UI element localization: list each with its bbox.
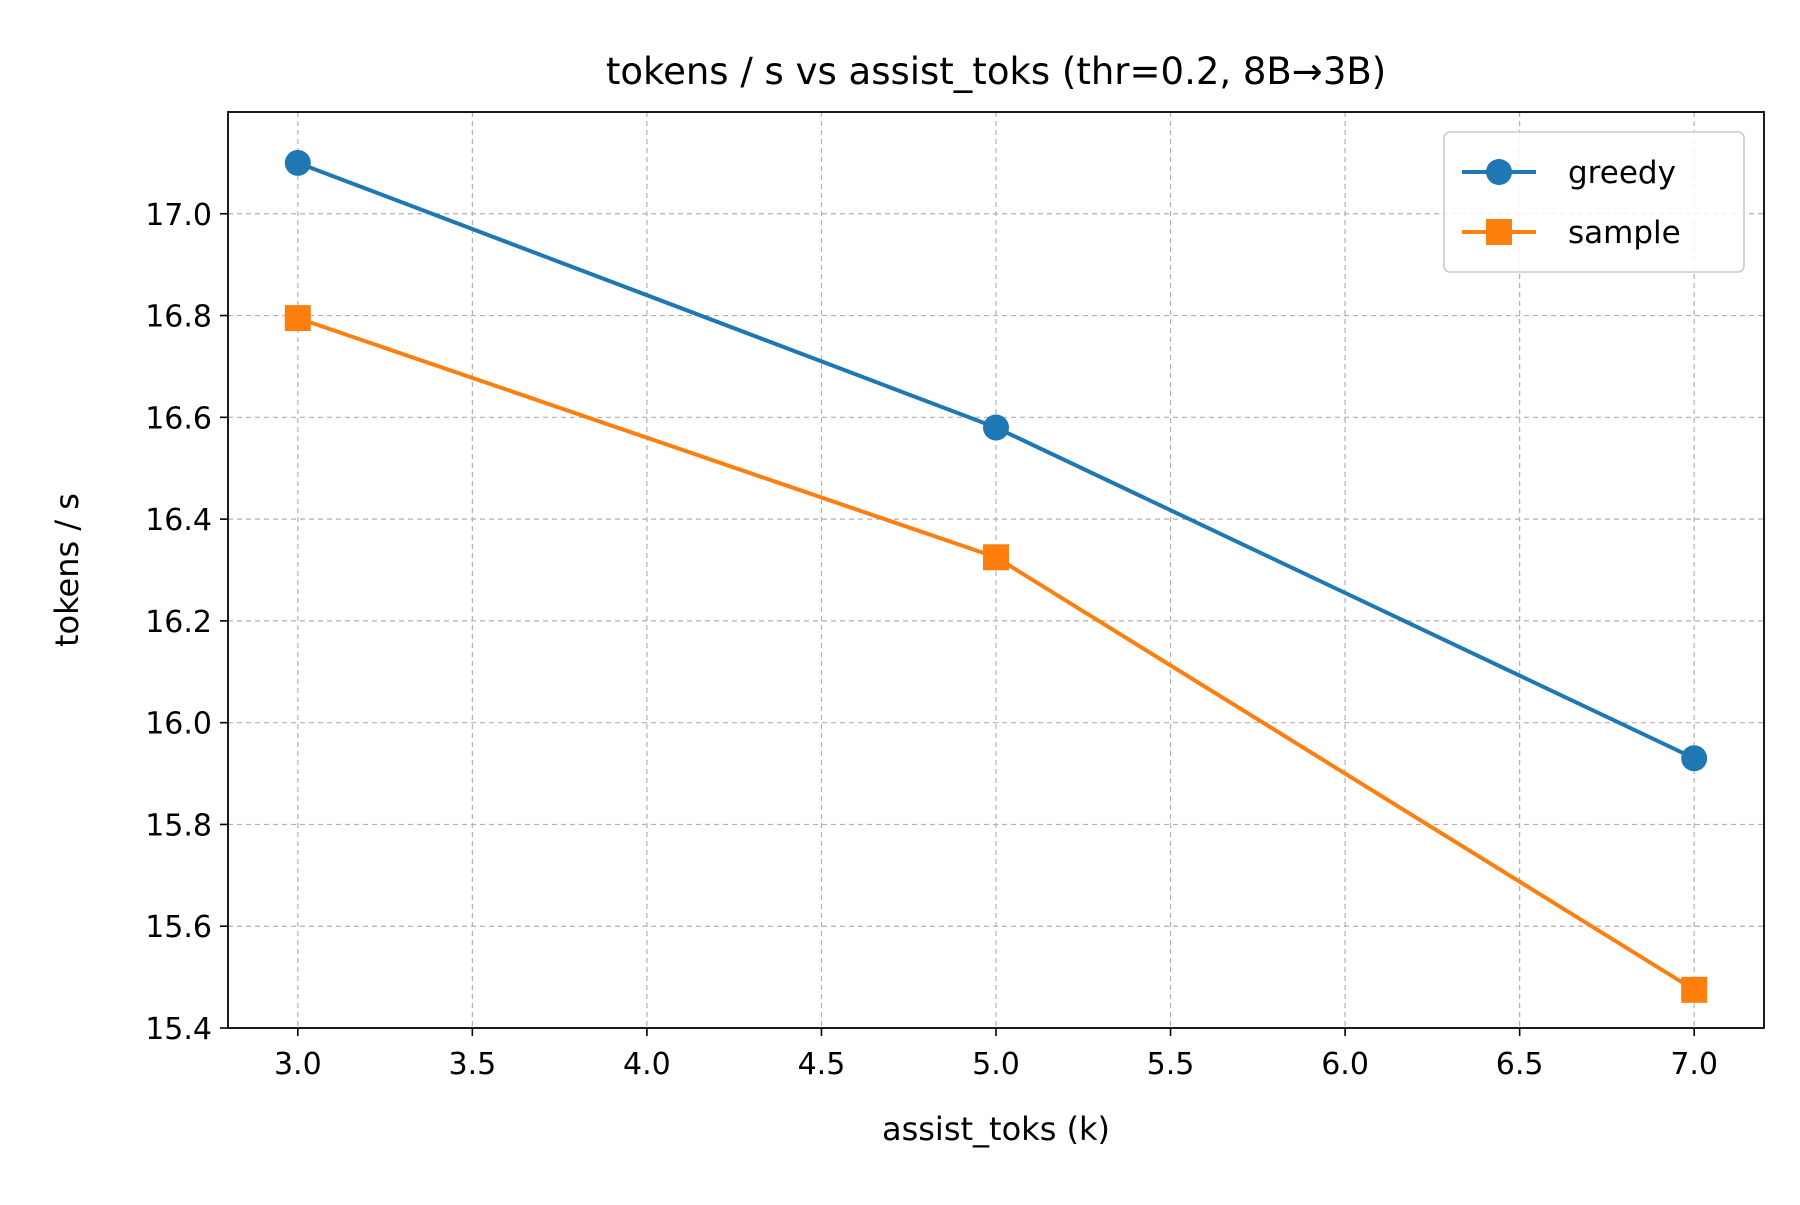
x-tick-label: 5.5	[1147, 1047, 1195, 1082]
legend-box	[1443, 131, 1745, 273]
y-tick-label: 16.4	[145, 503, 212, 538]
y-axis-label: tokens / s	[48, 493, 86, 647]
data-point-greedy	[1681, 745, 1708, 772]
legend-item-sample: sample	[1462, 215, 1681, 251]
plot-frame	[227, 111, 1765, 1029]
y-tick-label: 16.2	[145, 605, 212, 640]
data-point-sample	[284, 305, 311, 332]
y-tick-label: 17.0	[145, 198, 212, 233]
data-point-sample	[1681, 976, 1708, 1003]
x-axis-label: assist_toks (k)	[882, 1110, 1110, 1148]
legend: greedy sample	[1443, 131, 1745, 273]
legend-marker	[1486, 219, 1512, 245]
y-tick-label: 15.6	[145, 910, 212, 945]
legend-label: sample	[1568, 215, 1681, 251]
x-tick-label: 4.0	[623, 1047, 671, 1082]
x-tick-label: 3.0	[274, 1047, 322, 1082]
x-tick-label: 6.5	[1496, 1047, 1544, 1082]
data-point-sample	[983, 544, 1009, 571]
axis-ticks: 3.0 3.5 4.0 4.5 5.0 5.5 6.0 6.5 7.0 15.4 15.6 15.8 1…	[145, 198, 1718, 1082]
legend-label: greedy	[1568, 155, 1676, 191]
series-sample	[284, 305, 1708, 1003]
legend-item-greedy: greedy	[1462, 155, 1676, 191]
x-tick-label: 4.5	[798, 1047, 846, 1082]
y-tick-label: 16.6	[145, 401, 212, 436]
x-tick-label: 6.0	[1321, 1047, 1369, 1082]
data-point-greedy	[284, 149, 311, 176]
series-greedy	[284, 149, 1708, 772]
series-layer	[284, 149, 1708, 1003]
x-tick-label: 3.5	[449, 1047, 497, 1082]
legend-marker	[1486, 159, 1512, 185]
data-point-greedy	[983, 414, 1009, 441]
x-tick-label: 5.0	[972, 1047, 1020, 1082]
y-tick-label: 16.0	[145, 707, 212, 742]
y-tick-label: 16.8	[145, 300, 212, 335]
x-tick-label: 7.0	[1670, 1047, 1718, 1082]
y-tick-label: 15.4	[145, 1012, 212, 1047]
chart-title: tokens / s vs assist_toks (thr=0.2, 8B→3…	[606, 50, 1386, 93]
y-tick-label: 15.8	[145, 808, 212, 843]
